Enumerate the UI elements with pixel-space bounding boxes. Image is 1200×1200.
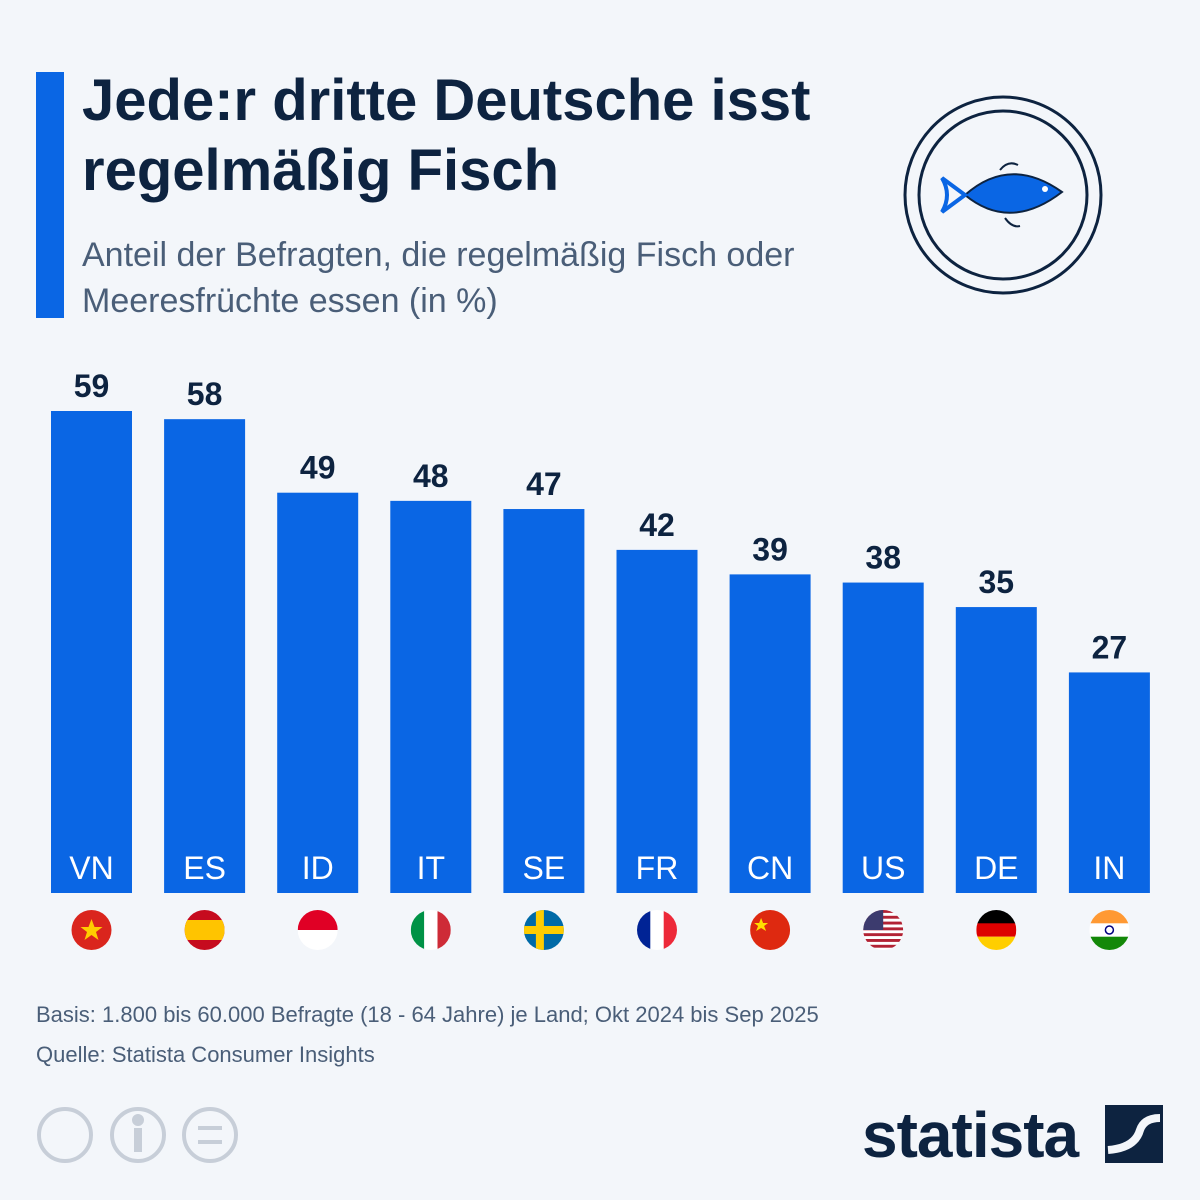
source: Quelle: Statista Consumer Insights: [36, 1042, 375, 1067]
chart-subtitle: Anteil der Befragten, die regelmäßig Fis…: [82, 236, 795, 320]
f: [1089, 936, 1130, 950]
category-label: ES: [183, 850, 226, 886]
value-label: 42: [639, 507, 675, 543]
flag: [410, 910, 451, 950]
f: [410, 910, 425, 950]
f: [750, 910, 791, 950]
value-label: 49: [300, 450, 336, 486]
f: [1089, 910, 1130, 924]
value-label: 59: [74, 368, 110, 404]
value-label: 35: [979, 564, 1015, 600]
flag: [863, 910, 904, 950]
flag: [1089, 910, 1130, 950]
license-icons: [37, 1107, 238, 1163]
category-label: IN: [1093, 850, 1125, 886]
bar: [503, 509, 585, 893]
bar: [729, 574, 811, 893]
f: [184, 920, 225, 940]
flag: [637, 910, 677, 950]
f: [437, 910, 451, 950]
value-label: 38: [865, 540, 901, 576]
chart-title: Jede:r dritte Deutsche isst regelmäßig F…: [82, 68, 811, 203]
category-label: ID: [302, 850, 334, 886]
bar: [277, 492, 359, 893]
bar: [164, 419, 246, 893]
flag: [523, 910, 564, 950]
flag: [750, 910, 791, 950]
flag: [184, 910, 225, 950]
f: [663, 910, 677, 950]
bar: [616, 549, 698, 893]
fish-icon: [903, 95, 1103, 295]
value-label: 58: [187, 376, 223, 412]
brand: statista: [862, 1099, 1079, 1171]
value-label: 27: [1092, 629, 1128, 665]
category-label: CN: [747, 850, 793, 886]
f: [976, 936, 1017, 950]
bar: [390, 500, 472, 893]
bar: [1068, 672, 1150, 893]
flag: [297, 910, 338, 950]
footnote: Basis: 1.800 bis 60.000 Befragte (18 - 6…: [36, 1002, 819, 1027]
category-label: VN: [69, 850, 113, 886]
category-label: US: [861, 850, 905, 886]
bar: [955, 607, 1037, 893]
category-label: DE: [974, 850, 1018, 886]
category-label: IT: [417, 850, 445, 886]
bar: [51, 411, 132, 893]
category-label: FR: [636, 850, 679, 886]
value-label: 47: [526, 466, 562, 502]
value-label: 48: [413, 458, 449, 494]
f: [976, 910, 1017, 924]
f: [1104, 925, 1115, 935]
f: [80, 919, 103, 940]
f: [637, 910, 651, 950]
f: [976, 923, 1017, 937]
brand-logo: [1105, 1105, 1163, 1163]
bar: [842, 582, 924, 893]
flag: [71, 910, 112, 950]
f: [863, 939, 904, 942]
category-label: SE: [523, 850, 566, 886]
f: [754, 918, 769, 931]
f: [535, 910, 544, 950]
f: [863, 933, 904, 937]
f: [297, 910, 338, 930]
f: [863, 944, 904, 948]
value-label: 39: [752, 531, 788, 567]
f: [863, 910, 884, 930]
accent-bar: [36, 72, 64, 318]
flag: [976, 910, 1017, 950]
